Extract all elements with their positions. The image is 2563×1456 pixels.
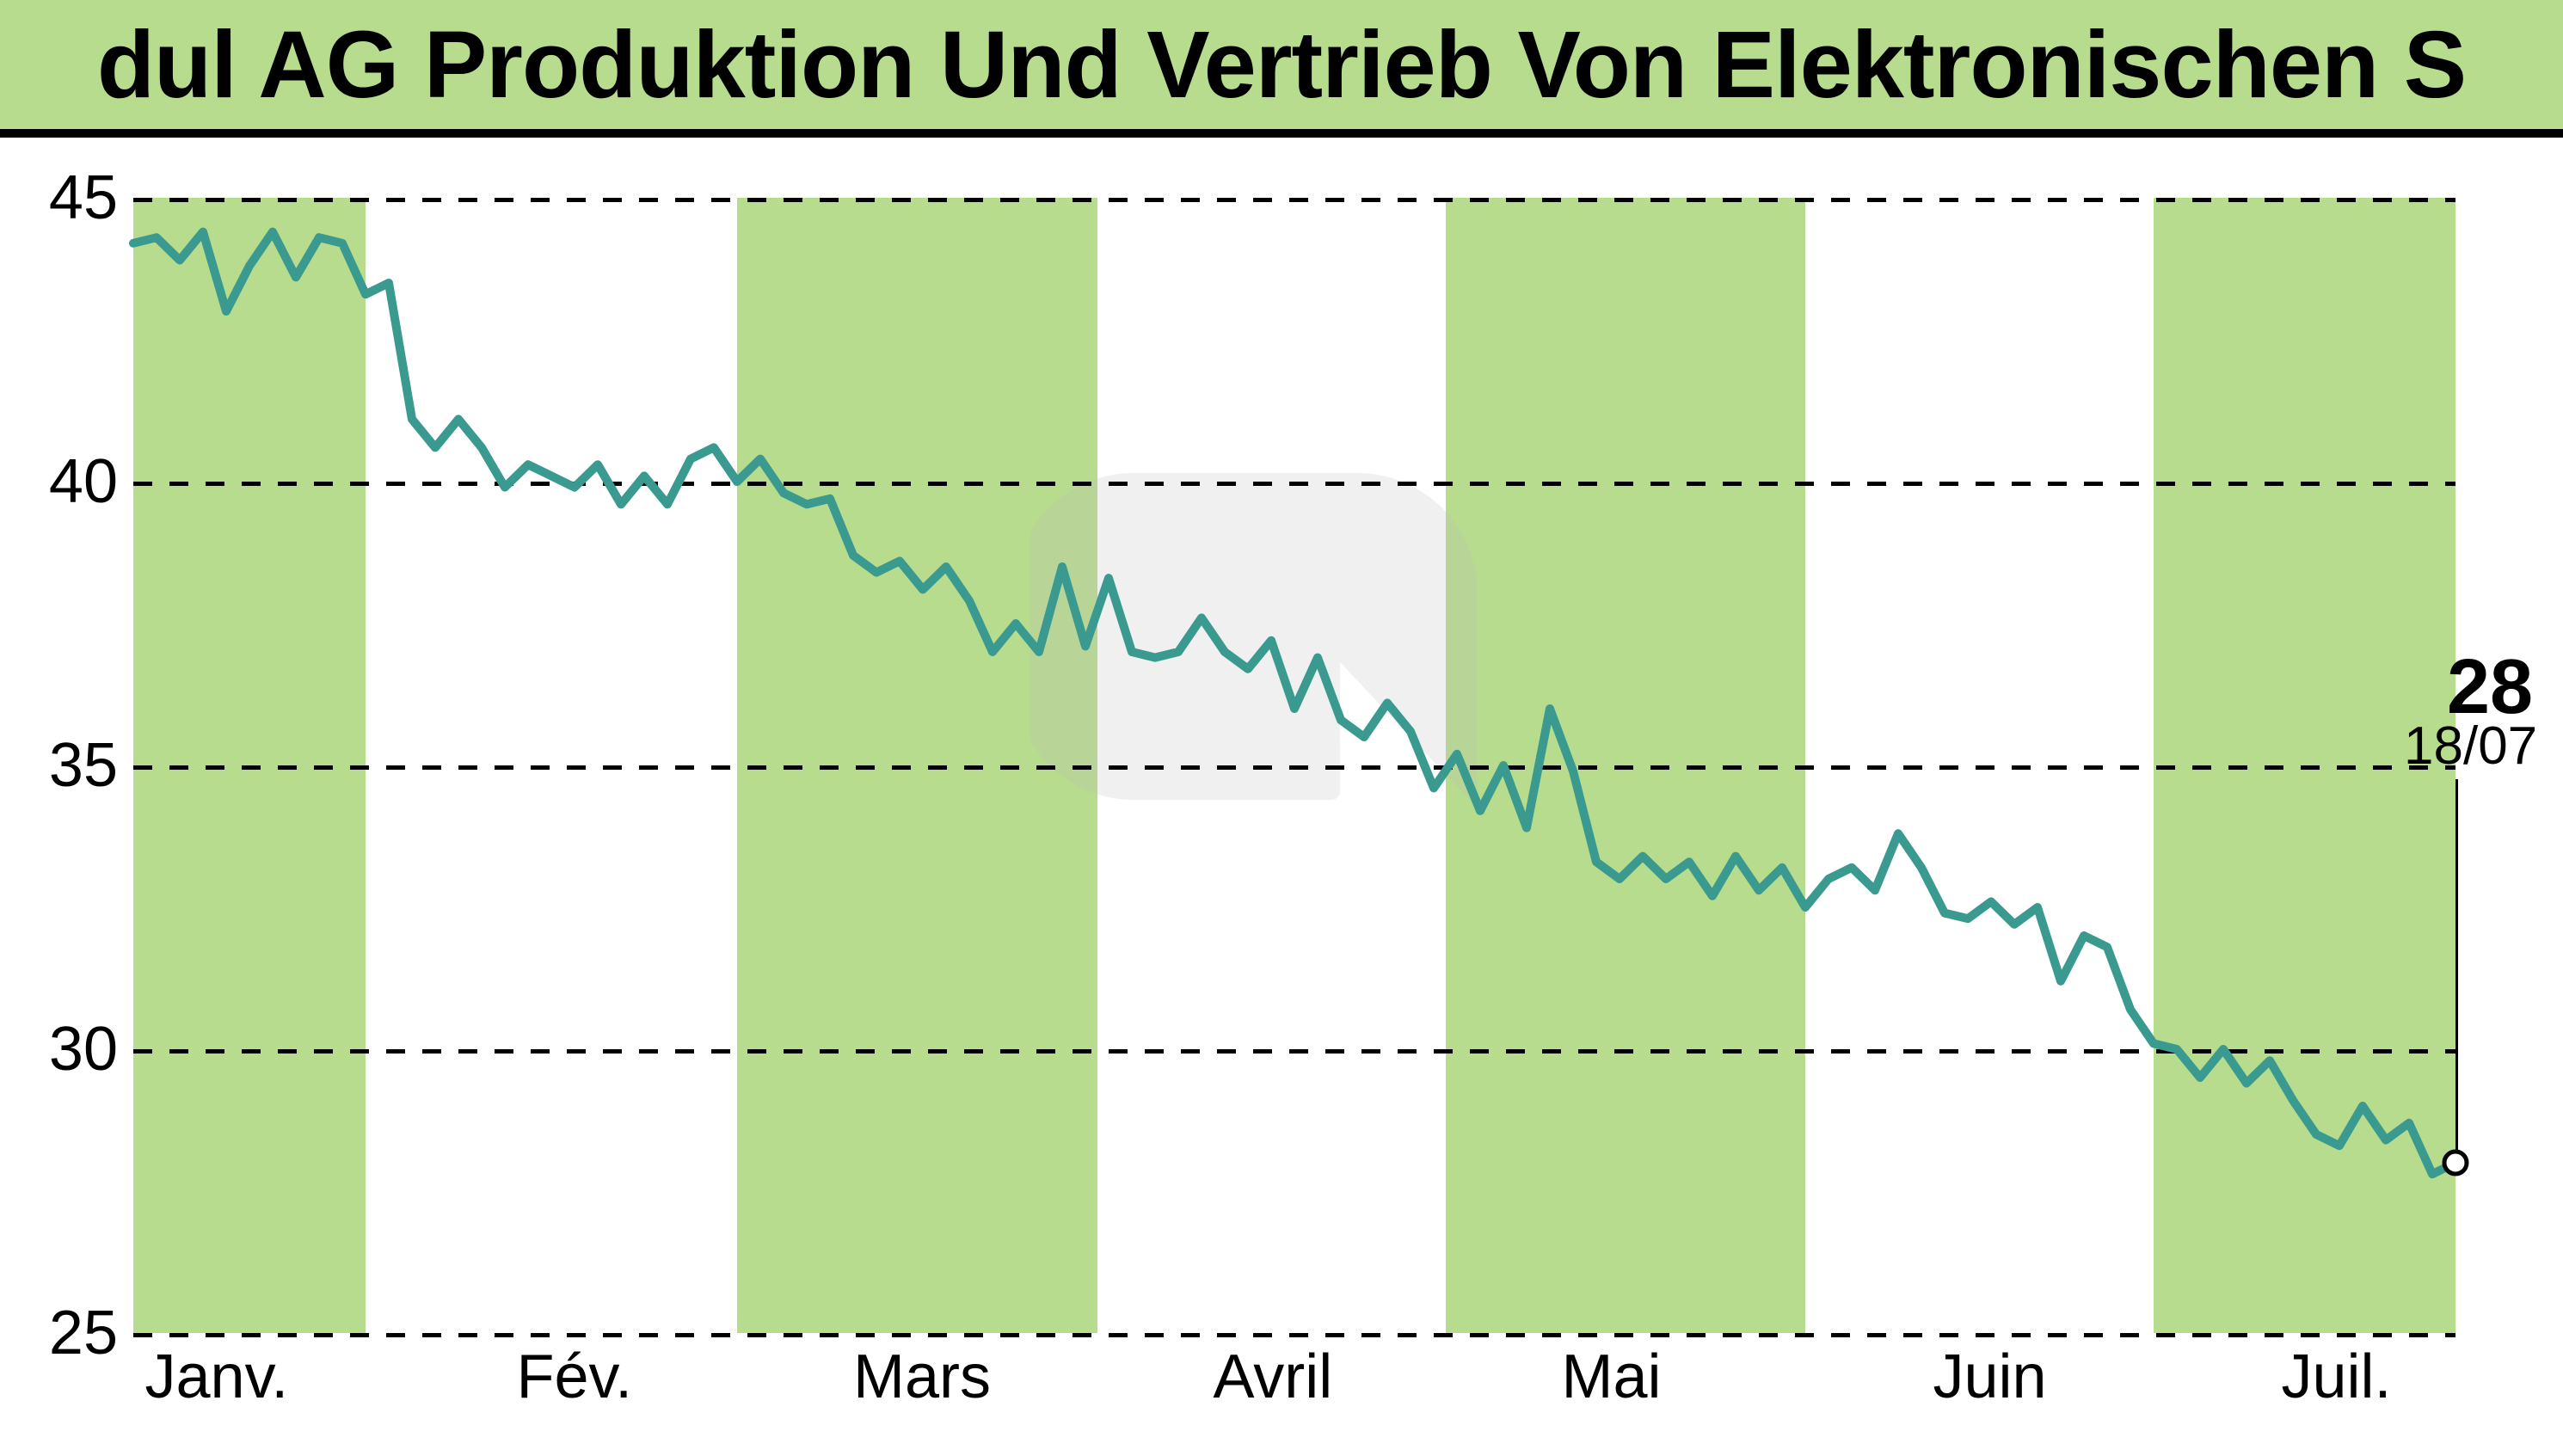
x-tick-label: Avril [1214,1333,1333,1412]
x-tick-label: Janv. [145,1333,289,1412]
y-tick-label: 30 [49,1014,133,1084]
x-tick-label: Fév. [517,1333,633,1412]
price-line [133,232,2455,1175]
y-tick-label: 25 [49,1298,133,1368]
chart-title: dul AG Produktion Und Vertrieb Von Elekt… [97,10,2466,120]
x-tick-label: Juil. [2282,1333,2392,1412]
x-tick-label: Juin [1933,1333,2047,1412]
end-marker [2444,1152,2467,1174]
end-date-label: 18/07 [2404,716,2537,777]
y-tick-label: 35 [49,730,133,801]
x-tick-label: Mars [853,1333,991,1412]
y-tick-label: 45 [49,163,133,233]
price-line-svg [133,198,2455,1333]
title-bar: dul AG Produktion Und Vertrieb Von Elekt… [0,0,2563,129]
y-tick-label: 40 [49,446,133,517]
x-tick-label: Mai [1562,1333,1662,1412]
title-underline [0,129,2563,138]
chart-area: 2530354045 Janv.Fév.MarsAvrilMaiJuinJuil… [133,198,2455,1333]
end-leader-line [2455,779,2458,1152]
